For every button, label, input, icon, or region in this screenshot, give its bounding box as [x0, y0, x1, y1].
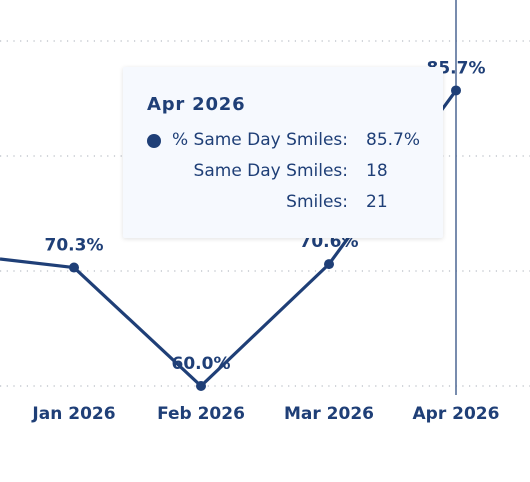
x-tick-label-3: Mar 2026 [284, 404, 374, 424]
data-point-1[interactable] [69, 262, 79, 273]
tooltip-row-2: Same Day Smiles: 18 [123, 160, 443, 184]
tooltip: Apr 2026 % Same Day Smiles: 85.7% Same Day… [123, 67, 443, 238]
series-marker-icon [147, 134, 161, 148]
tooltip-row-label: % Same Day Smiles: [171, 130, 348, 150]
x-tick-label-2: Feb 2026 [157, 404, 245, 424]
data-point-3[interactable] [324, 259, 334, 270]
tooltip-row-value: 85.7% [366, 130, 421, 150]
data-label-1: 70.3% [45, 236, 104, 256]
tooltip-row-label: Smiles: [286, 192, 348, 212]
tooltip-row-label: Same Day Smiles: [193, 161, 348, 181]
data-point-4[interactable] [451, 85, 461, 96]
tooltip-row-value: 18 [366, 161, 388, 181]
tooltip-row-3: Smiles: 21 [123, 191, 443, 215]
tooltip-row-1: % Same Day Smiles: 85.7% [123, 129, 443, 153]
tooltip-title: Apr 2026 [147, 94, 246, 115]
x-axis-tick-labels: Jan 2026 Feb 2026 Mar 2026 Apr 2026 [31, 404, 499, 424]
data-label-2: 60.0% [172, 354, 231, 374]
data-point-2[interactable] [196, 381, 206, 391]
tooltip-row-value: 21 [366, 192, 388, 212]
x-tick-label-4: Apr 2026 [413, 404, 500, 424]
x-tick-label-1: Jan 2026 [31, 404, 115, 424]
